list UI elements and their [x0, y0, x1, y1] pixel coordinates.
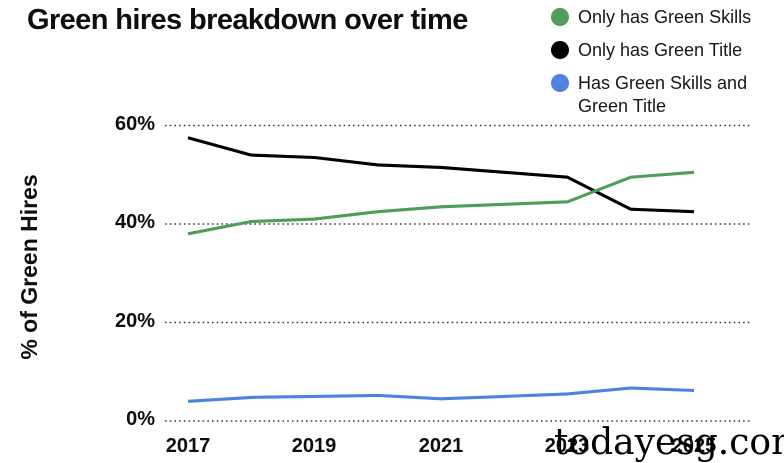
black-dot-icon: [551, 41, 569, 59]
y-tick-label-40: 40%: [114, 211, 155, 233]
chart-title: Green hires breakdown over time: [27, 4, 468, 36]
y-tick-label-60: 60%: [114, 113, 155, 135]
legend-item-skills-and-title: Has Green Skills and Green Title: [551, 72, 781, 118]
x-tick-label-2021: 2021: [418, 435, 464, 457]
y-tick-label-0: 0%: [126, 408, 155, 430]
legend-item-green-skills: Only has Green Skills: [551, 6, 781, 29]
x-tick-label-2017: 2017: [165, 435, 211, 457]
x-tick-label-2025: 2025: [671, 435, 717, 457]
legend-label: Has Green Skills and Green Title: [578, 73, 748, 116]
legend-label: Only has Green Title: [578, 40, 743, 60]
x-tick-label-2023: 2023: [544, 435, 590, 457]
x-tick-label-2019: 2019: [291, 435, 337, 457]
green-dot-icon: [551, 8, 569, 26]
blue-dot-icon: [551, 74, 569, 92]
legend-label: Only has Green Skills: [578, 7, 752, 27]
watermark: todayesg.com: [554, 422, 784, 463]
legend-item-green-title: Only has Green Title: [551, 39, 781, 62]
y-tick-label-20: 20%: [114, 310, 155, 332]
legend: Only has Green Skills Only has Green Tit…: [551, 6, 781, 128]
